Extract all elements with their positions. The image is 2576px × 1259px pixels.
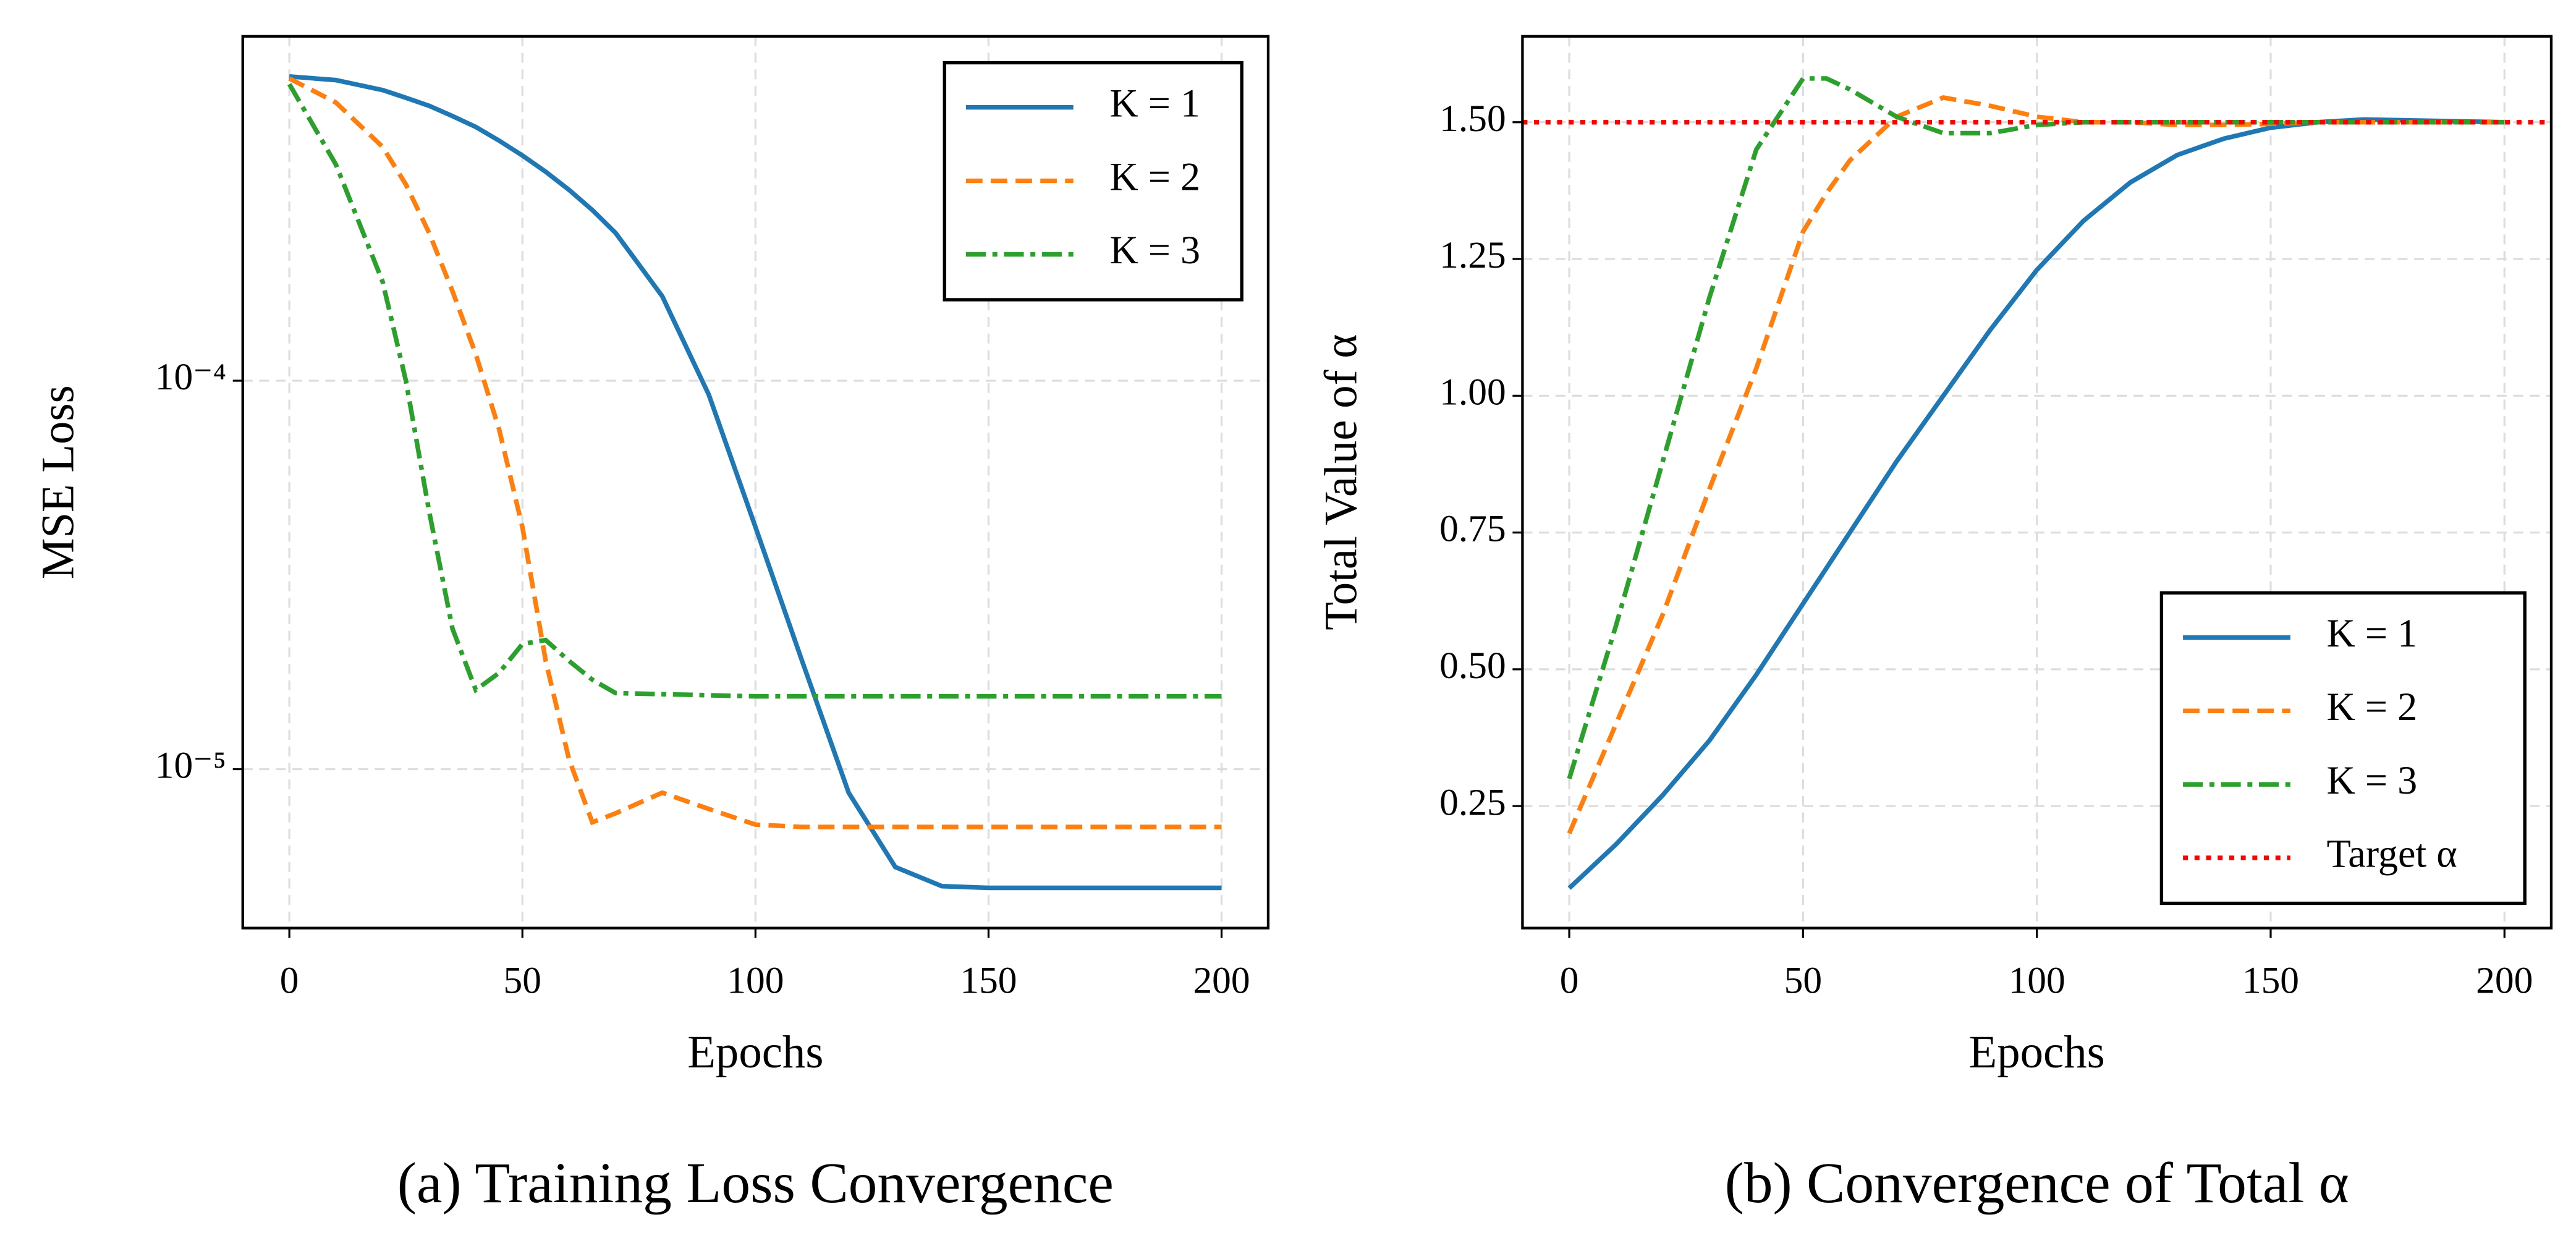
legend-box [2159,591,2527,905]
y-tick-label: 1.50 [1439,98,1506,140]
y-tick-label: 10⁻⁵ [155,745,226,787]
data-line [287,83,1222,699]
x-axis-label: Epochs [1969,1027,2105,1078]
x-axis-label: Epochs [687,1027,823,1078]
y-axis-label: Total Value of α [1316,334,1367,630]
plot-frame [241,35,1270,930]
y-tick-label: 0.50 [1439,645,1506,687]
x-tick-label: 100 [727,960,784,1002]
legend-label: K = 3 [2327,758,2418,802]
x-tick-label: 0 [280,960,299,1002]
legend-label: K = 2 [2327,685,2418,729]
y-tick-label: 1.00 [1439,371,1506,413]
x-tick-label: 50 [1784,960,1822,1002]
x-tick-label: 150 [2242,960,2299,1002]
legend-label: K = 1 [1109,81,1200,125]
x-tick-label: 150 [960,960,1017,1002]
y-tick-label: 0.75 [1439,508,1506,550]
y-tick-label: 10⁻⁴ [155,356,226,398]
chart-title: (a) Training Loss Convergence [397,1151,1114,1215]
y-tick-label: 1.25 [1439,234,1506,276]
data-line [288,76,1222,829]
legend-label: Target α [2327,832,2457,876]
x-tick-label: 0 [1560,960,1579,1002]
data-line [1567,76,2505,780]
x-tick-label: 200 [2476,960,2533,1002]
data-line [1567,117,2505,890]
y-tick-label: 0.25 [1439,781,1506,823]
y-axis-label: MSE Loss [33,385,84,579]
plot-frame [1521,35,2553,930]
legend-label: K = 1 [2327,611,2418,655]
x-tick-label: 100 [2009,960,2065,1002]
x-tick-label: 200 [1193,960,1250,1002]
legend-label: K = 3 [1109,228,1200,272]
x-tick-label: 50 [504,960,541,1002]
data-line [289,74,1222,891]
legend-label: K = 2 [1109,155,1200,198]
chart-title: (b) Convergence of Total α [1725,1151,2349,1215]
